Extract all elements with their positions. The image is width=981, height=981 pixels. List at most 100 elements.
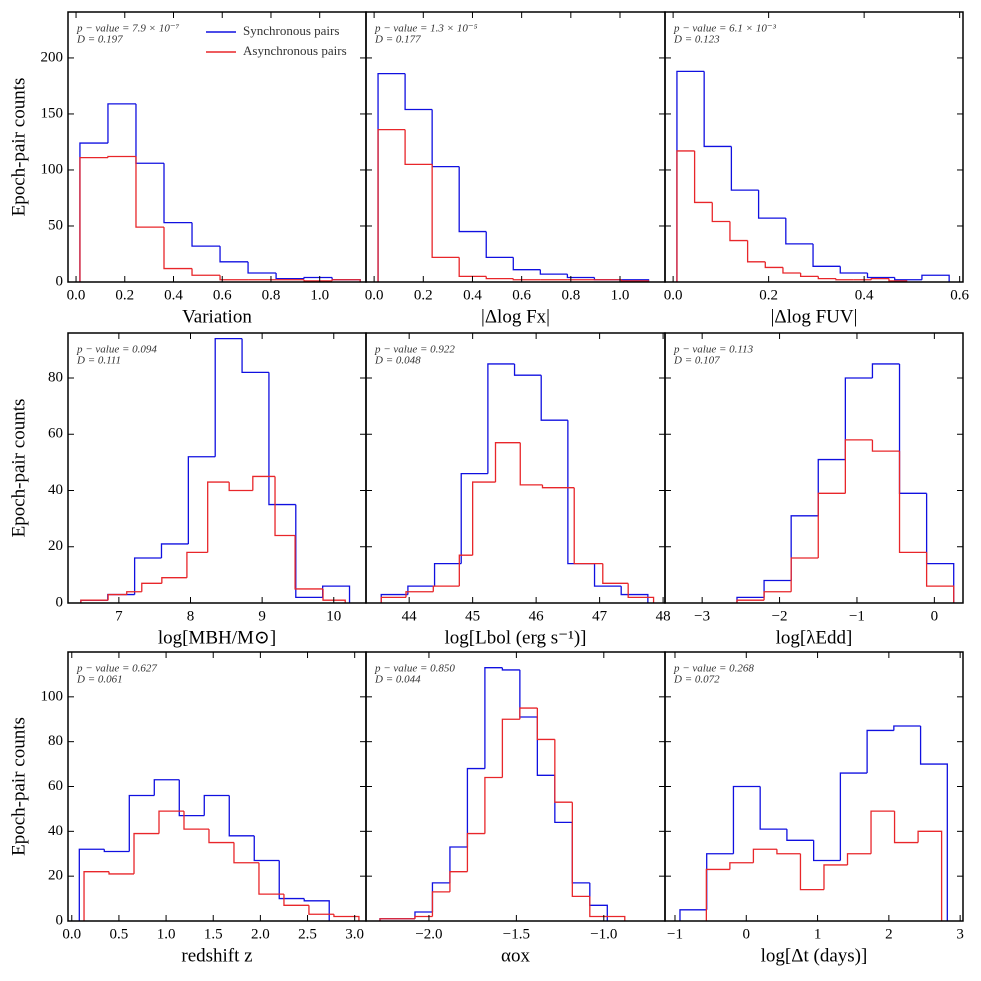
histogram-step [817, 276, 836, 280]
x-tick-label: 0.0 [62, 926, 81, 942]
histogram-step [163, 227, 193, 270]
histogram-step [80, 599, 109, 603]
y-axis-label: Epoch-pair counts [8, 78, 29, 217]
y-tick-label: 100 [41, 161, 64, 177]
histogram-step [414, 911, 433, 919]
histogram-step [512, 257, 541, 271]
x-tick-label: 1.5 [204, 926, 223, 942]
histogram-step [294, 535, 324, 590]
histogram-step [466, 767, 485, 848]
histogram-step [898, 363, 927, 494]
x-tick-label: 7 [115, 608, 123, 624]
y-tick-label: 0 [56, 594, 64, 610]
annotation: p − value = 1.3 × 10⁻⁵ [374, 23, 478, 35]
histogram-step [107, 593, 135, 601]
x-tick-label: 1.0 [157, 926, 176, 942]
histogram-step [108, 871, 135, 875]
histogram-step [404, 129, 433, 166]
histogram-step [432, 585, 460, 592]
axes-frame [67, 332, 367, 604]
histogram-step [540, 375, 568, 421]
histogram-step [893, 725, 921, 731]
histogram-step [790, 515, 819, 581]
x-axis-label: log[MBH/M⊙] [158, 627, 276, 648]
histogram-step [228, 795, 255, 837]
histogram-step [414, 915, 433, 919]
histogram-step [135, 103, 165, 164]
x-tick-label: 48 [656, 608, 671, 624]
histogram-step [602, 563, 629, 584]
x-axis-label: αox [501, 945, 530, 966]
x-tick-label: 1.0 [611, 287, 630, 303]
histogram-step [729, 221, 748, 242]
histogram-step [219, 275, 249, 281]
histogram-step [431, 164, 460, 259]
annotation: p − value = 6.1 × 10⁻³ [673, 23, 777, 35]
histogram-step [676, 150, 695, 282]
x-tick-label: 3.0 [345, 926, 364, 942]
histogram-step [501, 667, 520, 671]
histogram-step [871, 363, 900, 378]
histogram-step [228, 482, 253, 492]
x-tick-label: −1.0 [590, 926, 617, 942]
histogram-step [839, 772, 868, 861]
annotation: D = 0.072 [673, 674, 720, 686]
x-tick-label: 0.4 [463, 287, 482, 303]
histogram-step [431, 882, 450, 913]
axes-frame [67, 651, 367, 922]
histogram-step [484, 776, 503, 834]
y-tick-label: 40 [48, 482, 63, 498]
x-axis-label: log[λEdd] [776, 627, 853, 648]
histogram-step [785, 218, 814, 245]
histogram-step [258, 862, 284, 895]
histogram-step [407, 585, 435, 595]
histogram-step [776, 849, 801, 855]
x-tick-label: 2.0 [251, 926, 270, 942]
x-axis-label: |Δlog Fx| [481, 306, 550, 327]
x-axis-label: log[Δt (days)] [761, 945, 868, 966]
histogram-step [844, 439, 873, 494]
histogram-step [512, 278, 541, 281]
histogram-step [160, 543, 189, 558]
x-tick-label: 9 [258, 608, 266, 624]
y-tick-label: 0 [56, 273, 64, 289]
annotation: D = 0.111 [76, 355, 121, 367]
axes-frame [365, 11, 666, 283]
histogram-step [186, 551, 208, 578]
histogram-step [458, 166, 487, 233]
histogram-step [241, 338, 269, 374]
histogram-step [405, 591, 434, 598]
histogram-step [519, 707, 538, 720]
y-tick-label: 50 [48, 217, 63, 233]
x-axis-label: |Δlog FUV| [771, 306, 858, 327]
histogram-step [449, 871, 468, 892]
x-tick-label: 0 [743, 926, 751, 942]
annotation: D = 0.044 [374, 674, 421, 686]
histogram-step [163, 163, 193, 224]
x-tick-label: 46 [529, 608, 545, 624]
histogram-step [214, 337, 243, 457]
histogram-step [203, 794, 230, 816]
histogram-step [812, 243, 841, 267]
annotation: D = 0.123 [673, 34, 720, 46]
histogram-step [107, 593, 127, 601]
x-tick-label: 0.4 [164, 287, 183, 303]
x-tick-label: 47 [592, 608, 608, 624]
x-tick-label: 2.5 [298, 926, 317, 942]
histogram-step [513, 363, 542, 376]
histogram-step [207, 481, 230, 553]
histogram-step [703, 71, 732, 148]
histogram-step [589, 896, 608, 918]
histogram-step [153, 779, 180, 796]
histogram-step [746, 240, 766, 263]
histogram-step [870, 277, 889, 280]
histogram-step [799, 853, 824, 891]
histogram-step [607, 915, 626, 921]
annotation: p − value = 0.268 [673, 663, 754, 675]
y-tick-label: 20 [48, 538, 63, 554]
histogram-step [764, 261, 783, 269]
histogram-step [404, 73, 433, 111]
histogram-step [812, 840, 841, 862]
histogram-step [485, 276, 514, 280]
